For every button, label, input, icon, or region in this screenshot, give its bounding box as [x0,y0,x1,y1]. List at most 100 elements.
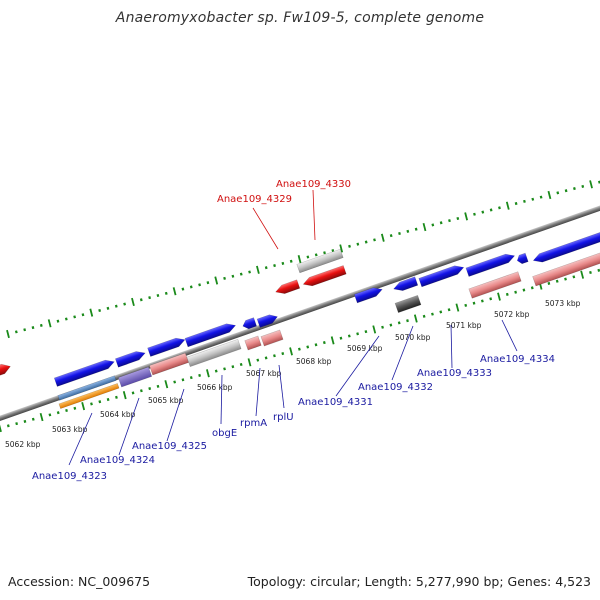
gene-label[interactable]: Anae109_4330 [276,179,351,190]
gene-label[interactable]: Anae109_4332 [358,382,433,393]
gene-label[interactable]: rplU [273,412,294,423]
lower-track-major-tick [0,424,2,433]
lower-track-major-tick [164,380,169,389]
upper-track-minor-tick [281,261,285,265]
upper-track-minor-tick [364,240,368,244]
upper-track-minor-tick [414,227,418,231]
accession-label: Accession: NC_009675 [8,574,151,589]
cds-arrow[interactable] [0,362,12,379]
lower-track-minor-tick [189,376,193,380]
lower-track-minor-tick [389,323,393,327]
annotation-bar[interactable] [58,383,120,409]
lower-track-minor-tick [281,352,285,356]
annotation-bar[interactable] [260,329,284,347]
upper-track-minor-tick [239,272,243,276]
cds-arrow[interactable] [516,252,529,265]
upper-track-minor-tick [556,191,560,195]
lower-track-minor-tick [306,345,310,349]
lower-track-minor-tick [530,286,534,290]
upper-track-minor-tick [523,199,526,203]
cds-arrow[interactable] [532,228,600,265]
cds-arrow[interactable] [418,263,465,288]
upper-track-minor-tick [273,264,276,268]
cds-arrow[interactable] [241,317,257,331]
upper-track-minor-tick [456,216,460,221]
upper-track-minor-tick [498,206,501,210]
lower-track-minor-tick [339,336,343,340]
cds-arrow[interactable] [256,312,279,328]
upper-track-minor-tick [573,187,576,191]
kbp-coordinate-label: 5062 kbp [5,440,41,449]
annotation-bar[interactable] [57,375,117,401]
cds-arrow[interactable] [465,251,516,277]
lower-track-minor-tick [256,358,260,362]
lower-track-major-tick [413,314,418,323]
kbp-coordinate-label: 5064 kbp [100,410,136,419]
kbp-coordinate-label: 5065 kbp [148,396,184,405]
gene-label[interactable]: obgE [212,428,237,439]
lower-track-minor-tick [472,301,476,305]
callout-line [220,374,223,425]
kbp-coordinate-label: 5068 kbp [296,357,332,366]
annotation-bar[interactable] [394,294,422,314]
kbp-coordinate-label: 5072 kbp [494,310,530,319]
lower-track-minor-tick [431,312,434,316]
annotation-bar[interactable] [468,271,522,299]
map-title: Anaeromyxobacter sp. Fw109-5, complete g… [115,10,485,26]
lower-track-minor-tick [347,334,351,338]
upper-track-minor-tick [473,212,476,216]
lower-track-minor-tick [547,281,551,285]
callout-line [335,335,380,397]
annotation-bar[interactable] [117,366,153,388]
lower-track-minor-tick [73,406,77,410]
cds-arrow[interactable] [115,349,146,368]
upper-track-minor-tick [248,270,251,274]
upper-track-minor-tick [373,238,376,242]
cds-arrow[interactable] [274,279,301,296]
gene-label[interactable]: Anae109_4331 [298,397,373,408]
annotation-bar[interactable] [296,248,344,274]
callout-line [255,367,261,417]
annotation-bar[interactable] [244,335,262,351]
lower-track-major-tick [39,412,44,422]
lower-track-minor-tick [505,292,509,296]
lower-track-major-tick [289,347,293,356]
cds-arrow[interactable] [392,276,419,293]
upper-track-major-tick [380,233,385,242]
lower-track-minor-tick [131,391,135,395]
callout-line [312,189,316,241]
upper-track-minor-tick [406,229,410,233]
cds-arrow[interactable] [184,321,237,348]
cds-arrow[interactable] [53,358,115,387]
callout-line [118,397,140,456]
annotation-bar[interactable] [532,249,600,287]
lower-track-minor-tick [555,279,559,283]
gene-label[interactable]: Anae109_4334 [480,354,555,365]
cds-arrow[interactable] [302,265,347,288]
upper-track-minor-tick [206,281,210,285]
gene-label[interactable]: Anae109_4325 [132,441,207,452]
gene-label[interactable]: Anae109_4333 [417,368,492,379]
upper-track-minor-tick [156,293,160,298]
annotation-bar[interactable] [149,352,189,376]
upper-track-minor-tick [564,189,568,193]
gene-label[interactable]: Anae109_4324 [80,455,155,466]
lower-track-minor-tick [264,356,268,360]
gene-label[interactable]: rpmA [240,418,267,429]
lower-track-minor-tick [297,347,301,351]
upper-track-minor-tick [539,195,543,199]
callout-line [450,324,453,369]
cds-arrow[interactable] [147,335,187,357]
gene-label[interactable]: Anae109_4323 [32,471,107,482]
annotation-bar[interactable] [186,339,242,367]
lower-track-major-tick [580,270,585,279]
upper-track-minor-tick [164,291,168,295]
kbp-coordinate-label: 5071 kbp [446,321,482,330]
lower-track-minor-tick [6,424,10,428]
callout-line [166,388,185,442]
cds-arrow[interactable] [353,285,383,304]
gene-label[interactable]: Anae109_4329 [217,194,292,205]
upper-track-major-tick [589,180,593,189]
upper-track-major-tick [47,319,52,328]
upper-track-minor-tick [398,231,401,236]
